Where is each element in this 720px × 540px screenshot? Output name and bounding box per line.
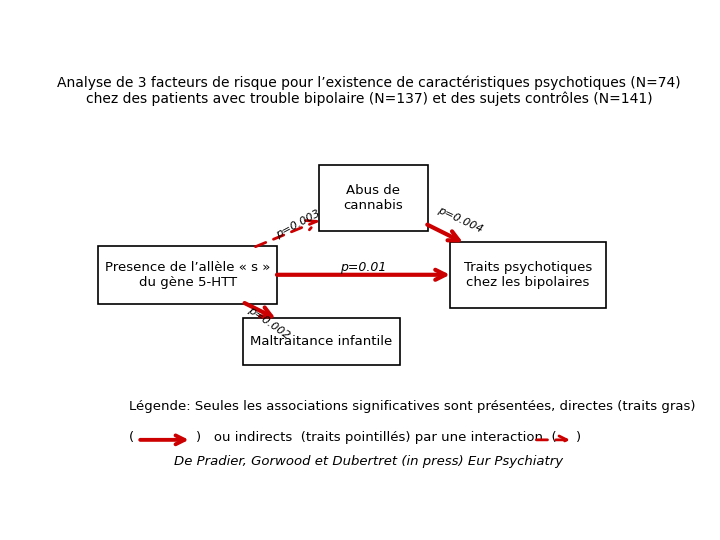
Text: p=0.002: p=0.002 bbox=[246, 305, 291, 340]
Text: Presence de l’allèle « s »
du gène 5-HTT: Presence de l’allèle « s » du gène 5-HTT bbox=[105, 261, 270, 289]
Text: chez des patients avec trouble bipolaire (N=137) et des sujets contrôles (N=141): chez des patients avec trouble bipolaire… bbox=[86, 92, 652, 106]
Text: )   ou indirects  (traits pointillés) par une interaction  (: ) ou indirects (traits pointillés) par u… bbox=[196, 431, 557, 444]
Text: p=0.003: p=0.003 bbox=[274, 208, 322, 240]
Text: Maltraitance infantile: Maltraitance infantile bbox=[251, 335, 392, 348]
Text: ): ) bbox=[575, 431, 580, 444]
Text: p=0.01: p=0.01 bbox=[341, 261, 387, 274]
Text: Traits psychotiques
chez les bipolaires: Traits psychotiques chez les bipolaires bbox=[464, 261, 592, 289]
Text: (: ( bbox=[129, 431, 134, 444]
FancyBboxPatch shape bbox=[243, 318, 400, 365]
Text: Abus de
cannabis: Abus de cannabis bbox=[343, 184, 403, 212]
Text: De Pradier, Gorwood et Dubertret (in press) Eur Psychiatry: De Pradier, Gorwood et Dubertret (in pre… bbox=[174, 455, 564, 468]
FancyBboxPatch shape bbox=[450, 241, 606, 308]
FancyBboxPatch shape bbox=[99, 246, 277, 304]
Text: Légende: Seules les associations significatives sont présentées, directes (trait: Légende: Seules les associations signifi… bbox=[129, 400, 696, 413]
FancyBboxPatch shape bbox=[320, 165, 428, 231]
Text: p=0.004: p=0.004 bbox=[436, 205, 484, 235]
Text: Analyse de 3 facteurs de risque pour l’existence de caractéristiques psychotique: Analyse de 3 facteurs de risque pour l’e… bbox=[57, 75, 681, 90]
